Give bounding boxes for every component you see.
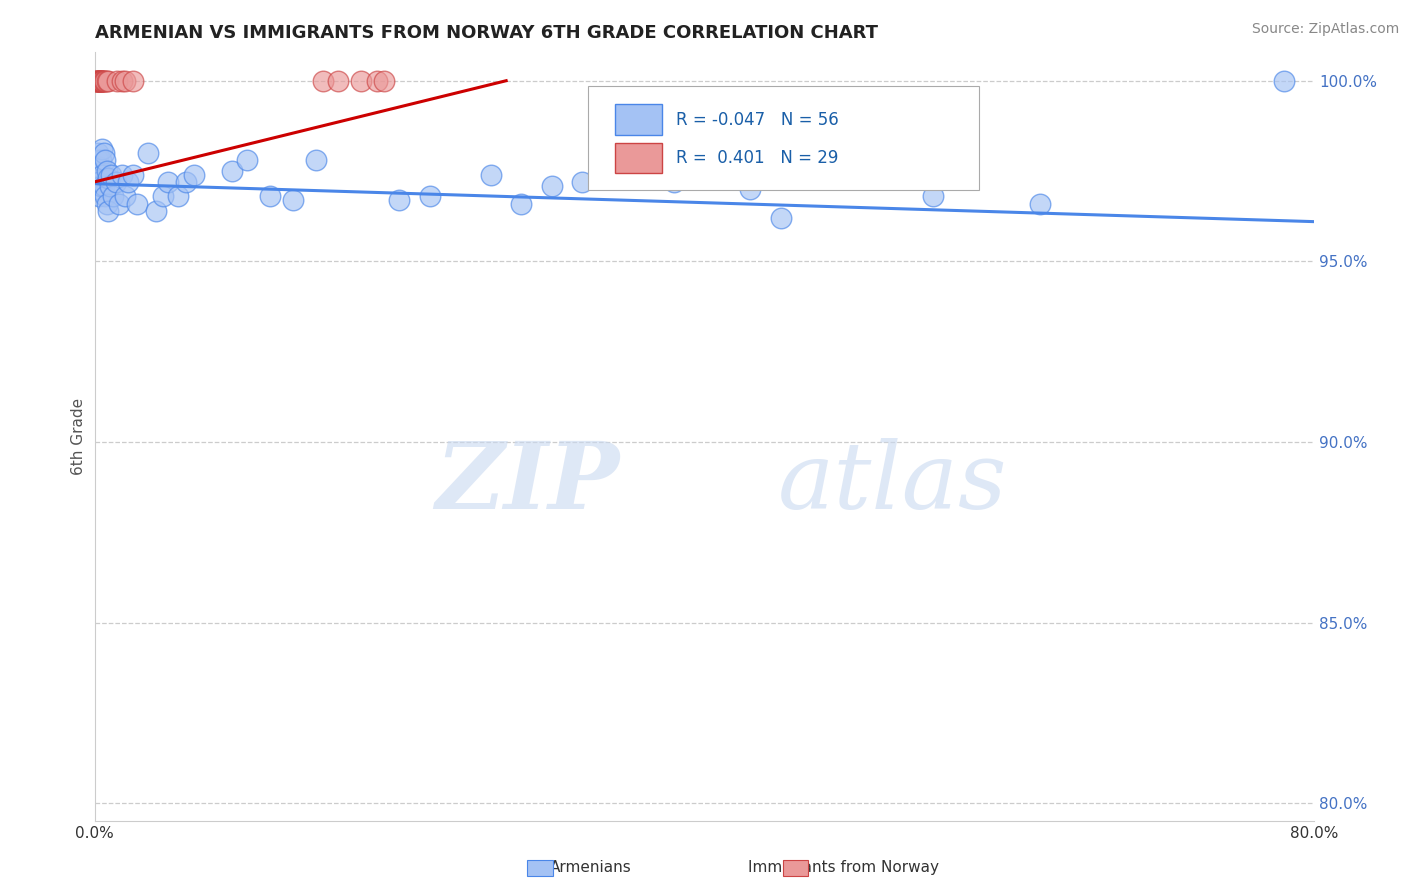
Point bbox=[93, 178, 115, 193]
Point bbox=[93, 73, 115, 87]
Point bbox=[111, 168, 134, 182]
Point bbox=[167, 189, 190, 203]
Point bbox=[236, 153, 259, 168]
Point bbox=[89, 161, 111, 175]
Y-axis label: 6th Grade: 6th Grade bbox=[72, 398, 86, 475]
Point bbox=[152, 189, 174, 203]
Point bbox=[94, 73, 117, 87]
Text: Source: ZipAtlas.com: Source: ZipAtlas.com bbox=[1251, 22, 1399, 37]
Point bbox=[84, 73, 107, 87]
Point bbox=[183, 168, 205, 182]
Point bbox=[366, 73, 388, 87]
Point bbox=[93, 146, 115, 161]
Point bbox=[419, 189, 441, 203]
Point bbox=[96, 164, 118, 178]
Point bbox=[922, 189, 945, 203]
Point bbox=[174, 175, 197, 189]
Point bbox=[156, 175, 179, 189]
Point bbox=[91, 142, 114, 156]
Point bbox=[86, 73, 108, 87]
Point bbox=[121, 73, 143, 87]
Point bbox=[662, 175, 685, 189]
Point bbox=[259, 189, 281, 203]
Point bbox=[90, 153, 112, 168]
Point bbox=[571, 175, 593, 189]
FancyBboxPatch shape bbox=[589, 87, 979, 190]
Point bbox=[89, 73, 111, 87]
Point bbox=[94, 189, 117, 203]
FancyBboxPatch shape bbox=[616, 104, 662, 135]
Point bbox=[90, 178, 112, 193]
Text: Armenians: Armenians bbox=[550, 860, 631, 874]
Point bbox=[86, 153, 108, 168]
Point bbox=[84, 175, 107, 189]
Point bbox=[101, 189, 124, 203]
Point bbox=[738, 182, 761, 196]
Point bbox=[304, 153, 326, 168]
Point bbox=[86, 182, 108, 196]
Point bbox=[86, 73, 108, 87]
FancyBboxPatch shape bbox=[616, 143, 662, 173]
Point bbox=[89, 73, 111, 87]
Point bbox=[97, 203, 120, 218]
Point bbox=[815, 168, 838, 182]
Point bbox=[94, 153, 117, 168]
Point bbox=[97, 73, 120, 87]
Point bbox=[145, 203, 167, 218]
Point bbox=[350, 73, 373, 87]
Point bbox=[91, 73, 114, 87]
Point bbox=[93, 73, 115, 87]
Point bbox=[90, 73, 112, 87]
Point bbox=[479, 168, 502, 182]
Point bbox=[647, 168, 669, 182]
Point bbox=[108, 196, 131, 211]
Point bbox=[90, 73, 112, 87]
Text: R = -0.047   N = 56: R = -0.047 N = 56 bbox=[676, 111, 839, 128]
Point bbox=[97, 171, 120, 186]
Point bbox=[117, 175, 139, 189]
Point bbox=[89, 175, 111, 189]
Point bbox=[328, 73, 350, 87]
Text: Immigrants from Norway: Immigrants from Norway bbox=[748, 860, 939, 874]
Point bbox=[84, 73, 107, 87]
Point bbox=[90, 73, 112, 87]
Text: ZIP: ZIP bbox=[434, 438, 619, 528]
Point bbox=[769, 211, 792, 225]
Point bbox=[91, 73, 114, 87]
Point bbox=[281, 193, 304, 207]
Point bbox=[86, 73, 108, 87]
Point bbox=[89, 189, 111, 203]
Point bbox=[541, 178, 564, 193]
Point bbox=[100, 168, 122, 182]
Point bbox=[114, 73, 136, 87]
Point bbox=[1272, 73, 1295, 87]
Point bbox=[84, 164, 107, 178]
Point bbox=[111, 73, 134, 87]
Point bbox=[388, 193, 411, 207]
Point bbox=[121, 168, 143, 182]
Point bbox=[221, 164, 243, 178]
Point bbox=[84, 73, 107, 87]
Point bbox=[91, 73, 114, 87]
Text: ARMENIAN VS IMMIGRANTS FROM NORWAY 6TH GRADE CORRELATION CHART: ARMENIAN VS IMMIGRANTS FROM NORWAY 6TH G… bbox=[94, 24, 877, 42]
Point bbox=[114, 189, 136, 203]
Point bbox=[510, 196, 533, 211]
Text: R =  0.401   N = 29: R = 0.401 N = 29 bbox=[676, 149, 838, 167]
Point bbox=[312, 73, 335, 87]
Point bbox=[136, 146, 159, 161]
Point bbox=[373, 73, 395, 87]
Point bbox=[96, 196, 118, 211]
Point bbox=[104, 175, 127, 189]
Point bbox=[86, 146, 108, 161]
Point bbox=[89, 73, 111, 87]
Point bbox=[127, 196, 149, 211]
Point bbox=[107, 73, 129, 87]
Point bbox=[98, 178, 121, 193]
Point bbox=[91, 168, 114, 182]
Point bbox=[96, 73, 118, 87]
Text: atlas: atlas bbox=[778, 438, 1007, 528]
Point bbox=[1028, 196, 1050, 211]
